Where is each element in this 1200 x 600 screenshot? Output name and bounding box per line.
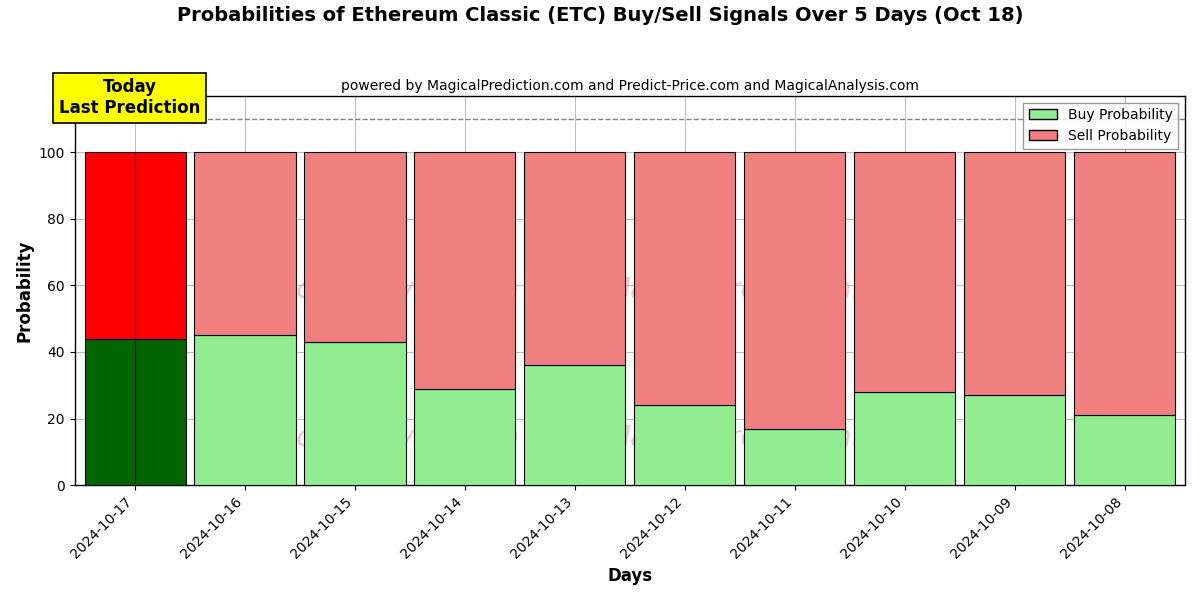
Text: Probabilities of Ethereum Classic (ETC) Buy/Sell Signals Over 5 Days (Oct 18): Probabilities of Ethereum Classic (ETC) … <box>176 6 1024 25</box>
Bar <box>1074 152 1175 415</box>
Bar <box>744 428 845 485</box>
Bar <box>854 152 955 392</box>
Bar <box>136 338 186 485</box>
Text: MagicalAnalysis.com: MagicalAnalysis.com <box>230 277 518 304</box>
Bar <box>84 338 136 485</box>
Text: MagicalPrediction.com: MagicalPrediction.com <box>606 424 920 452</box>
Text: Today
Last Prediction: Today Last Prediction <box>59 79 200 117</box>
Bar <box>194 152 295 335</box>
Bar <box>964 395 1066 485</box>
Text: MagicalPrediction.com: MagicalPrediction.com <box>606 277 920 304</box>
Bar <box>414 152 516 389</box>
Title: powered by MagicalPrediction.com and Predict-Price.com and MagicalAnalysis.com: powered by MagicalPrediction.com and Pre… <box>341 79 919 93</box>
Bar <box>744 152 845 428</box>
Legend: Buy Probability, Sell Probability: Buy Probability, Sell Probability <box>1024 103 1178 149</box>
Bar <box>414 389 516 485</box>
Bar <box>635 152 736 405</box>
Bar <box>524 365 625 485</box>
Y-axis label: Probability: Probability <box>16 239 34 341</box>
Bar <box>305 342 406 485</box>
Bar <box>305 152 406 342</box>
Bar <box>524 152 625 365</box>
Bar <box>964 152 1066 395</box>
Text: MagicalAnalysis.com: MagicalAnalysis.com <box>230 424 518 452</box>
Bar <box>1074 415 1175 485</box>
Bar <box>854 392 955 485</box>
Bar <box>136 152 186 338</box>
Bar <box>84 152 136 338</box>
Bar <box>635 405 736 485</box>
X-axis label: Days: Days <box>607 567 653 585</box>
Bar <box>194 335 295 485</box>
